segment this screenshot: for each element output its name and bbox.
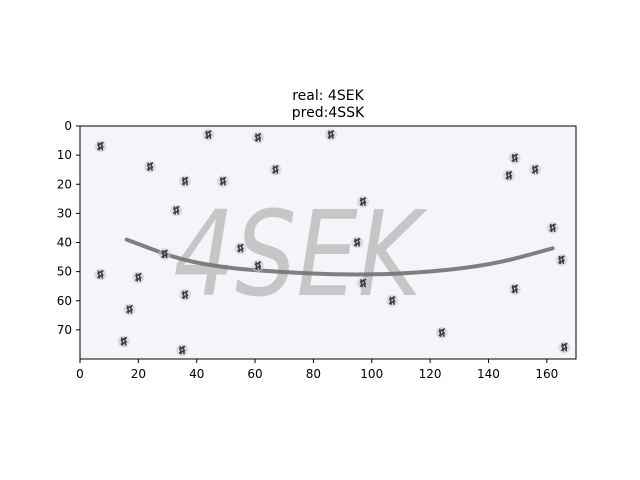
noise-layer xyxy=(94,128,571,357)
x-tick-label: 80 xyxy=(306,367,321,381)
x-tick-label: 140 xyxy=(477,367,500,381)
noise-mark xyxy=(132,271,145,284)
y-tick-label: 20 xyxy=(57,177,72,191)
noise-mark xyxy=(158,248,171,261)
noise-mark xyxy=(170,204,183,217)
noise-mark xyxy=(357,195,370,208)
noise-mark xyxy=(179,288,192,301)
y-tick-label: 70 xyxy=(57,323,72,337)
noise-mark xyxy=(351,236,364,249)
noise-mark xyxy=(251,131,264,144)
noise-mark xyxy=(357,277,370,290)
y-axis: 0 10 20 30 40 50 60 70 xyxy=(57,119,80,337)
noise-mark xyxy=(435,326,448,339)
noise-mark xyxy=(269,163,282,176)
noise-mark xyxy=(251,259,264,272)
captcha-image: 4SEK xyxy=(79,125,577,360)
noise-mark xyxy=(508,283,521,296)
y-tick-label: 60 xyxy=(57,294,72,308)
noise-mark xyxy=(324,128,337,141)
x-tick-label: 160 xyxy=(535,367,558,381)
noise-mark xyxy=(202,128,215,141)
noise-mark xyxy=(508,152,521,165)
noise-mark xyxy=(555,253,568,266)
x-tick-label: 100 xyxy=(360,367,383,381)
noise-mark xyxy=(117,335,130,348)
x-tick-label: 20 xyxy=(131,367,146,381)
noise-mark xyxy=(176,344,189,357)
noise-mark xyxy=(558,341,571,354)
noise-mark xyxy=(216,175,229,188)
y-tick-label: 0 xyxy=(64,119,72,133)
noise-mark xyxy=(234,242,247,255)
image-background xyxy=(80,126,576,359)
y-tick-label: 50 xyxy=(57,265,72,279)
noise-mark xyxy=(502,169,515,182)
noise-mark xyxy=(529,163,542,176)
noise-mark xyxy=(179,175,192,188)
captcha-text-layer: 4SEK xyxy=(173,185,428,323)
noise-mark xyxy=(94,140,107,153)
captcha-text: 4SEK xyxy=(173,185,428,323)
x-tick-label: 0 xyxy=(76,367,84,381)
noise-mark xyxy=(144,160,157,173)
noise-mark xyxy=(123,303,136,316)
x-tick-label: 60 xyxy=(247,367,262,381)
x-tick-label: 40 xyxy=(189,367,204,381)
y-tick-label: 40 xyxy=(57,236,72,250)
y-tick-label: 10 xyxy=(57,148,72,162)
noise-mark xyxy=(546,221,559,234)
noise-mark xyxy=(94,268,107,281)
y-tick-label: 30 xyxy=(57,206,72,220)
x-axis: 0 20 40 60 80 100 120 140 160 xyxy=(76,359,558,381)
noise-mark xyxy=(386,294,399,307)
x-tick-label: 120 xyxy=(419,367,442,381)
title-real: real: 4SEK xyxy=(292,88,364,104)
title-pred: pred:4SSK xyxy=(292,105,365,121)
